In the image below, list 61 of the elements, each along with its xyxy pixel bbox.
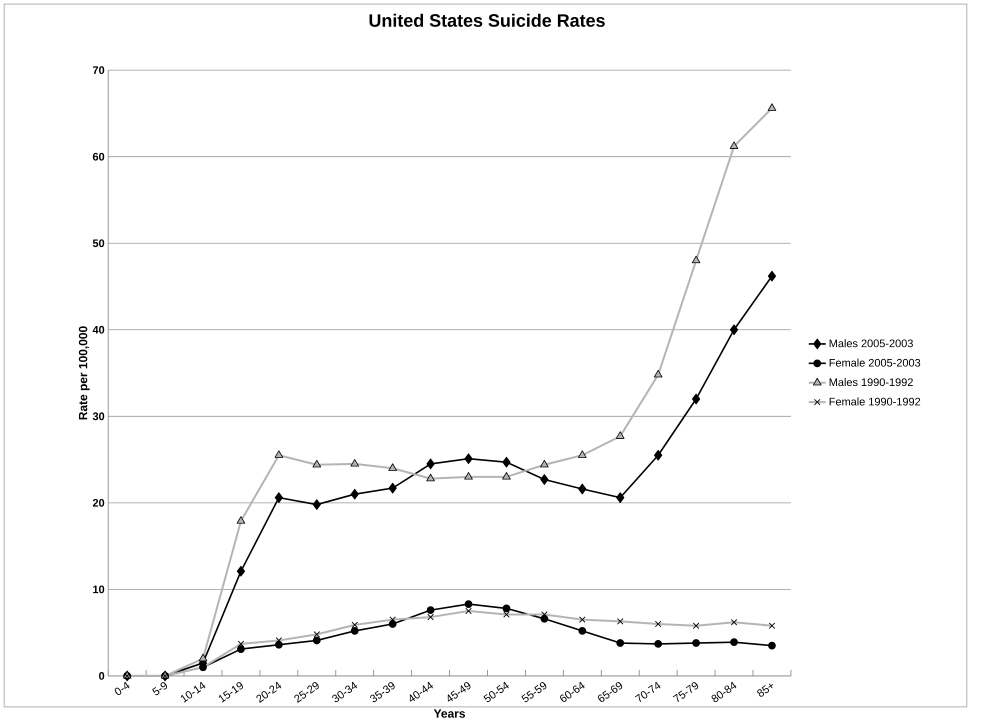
- point: [464, 453, 473, 464]
- y-tick-label: 30: [92, 412, 104, 420]
- point: [464, 600, 472, 608]
- y-tick-label: 50: [92, 239, 104, 248]
- point: [616, 431, 625, 439]
- point: [730, 638, 738, 646]
- point: [312, 460, 322, 468]
- point: [236, 516, 246, 524]
- point: [388, 482, 397, 494]
- point: [274, 450, 284, 458]
- point: [350, 488, 359, 500]
- point: [350, 458, 360, 467]
- point: [464, 472, 473, 480]
- point: [426, 458, 435, 470]
- point: [768, 103, 776, 111]
- point: [654, 450, 662, 461]
- legend-label: Female 2005-2003: [830, 358, 920, 367]
- point: [388, 463, 397, 471]
- point: [426, 606, 434, 614]
- y-tick-label: 40: [92, 326, 104, 334]
- point: [692, 639, 700, 647]
- point: [312, 499, 321, 510]
- point: [540, 474, 549, 485]
- point: [312, 636, 321, 644]
- y-tick-label: 20: [92, 498, 104, 507]
- point: [692, 256, 700, 264]
- point: [578, 450, 587, 458]
- point: [616, 492, 624, 503]
- point: [198, 654, 208, 662]
- point: [502, 604, 510, 612]
- point: [654, 370, 662, 378]
- legend-label: Males 2005-2003: [830, 339, 913, 348]
- point: [730, 324, 738, 336]
- point: [237, 645, 245, 653]
- point: [502, 472, 511, 480]
- point: [350, 627, 359, 635]
- y-tick-label: 0: [99, 672, 104, 680]
- x-tick-label: 85+: [757, 683, 774, 697]
- point: [616, 639, 624, 647]
- x-tick-label: 0-4: [114, 682, 130, 695]
- legend-label: Males 1990-1992: [830, 378, 913, 386]
- x-axis-title: Years: [434, 709, 466, 718]
- point: [578, 484, 586, 494]
- y-tick-label: 10: [93, 585, 104, 594]
- point: [540, 460, 549, 468]
- point: [692, 394, 700, 404]
- point: [578, 627, 586, 635]
- y-tick-label: 60: [92, 152, 104, 161]
- y-tick-label: 70: [92, 66, 104, 74]
- x-tick-label: 5-9: [152, 682, 168, 696]
- chart-title: United States Suicide Rates: [370, 14, 605, 27]
- point: [768, 270, 776, 282]
- legend-label: Female 1990-1992: [830, 397, 920, 406]
- point: [654, 640, 662, 648]
- y-axis-title: Rate per 100,000: [78, 326, 90, 420]
- point: [426, 474, 435, 482]
- point: [274, 492, 284, 503]
- point: [236, 566, 246, 577]
- point: [730, 141, 738, 149]
- point: [768, 642, 776, 650]
- point: [502, 456, 511, 468]
